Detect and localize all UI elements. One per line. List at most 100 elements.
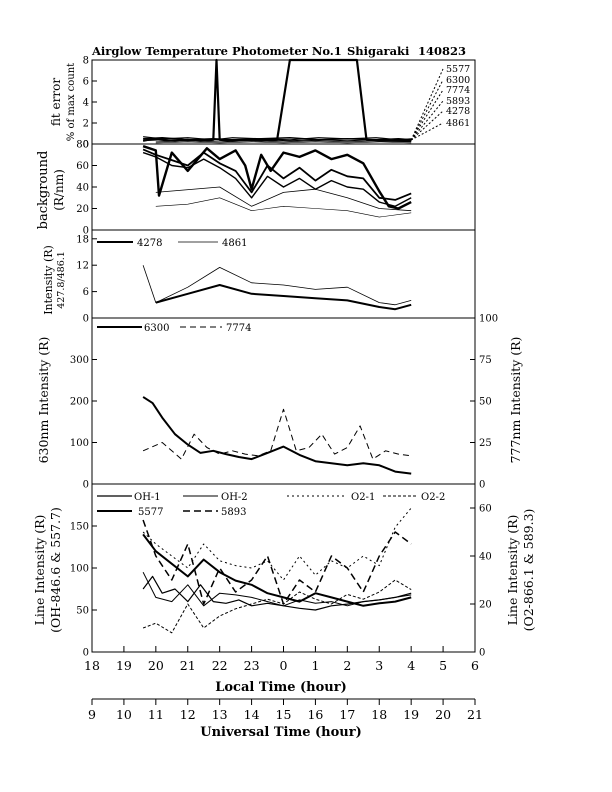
ytick-label: 200 — [70, 397, 89, 408]
panel-fit-error: 0 2 4 6 8 fit error % of max count — [49, 56, 476, 151]
fit-legend-label-4861: 4861 — [446, 118, 470, 129]
legend-label-oh1: OH-1 — [134, 492, 161, 503]
fit-legend-label-4278: 4278 — [446, 106, 470, 117]
y2tick-label: 0 — [479, 480, 485, 491]
ytick-label: 50 — [76, 606, 89, 617]
local-time-tick-label: 2 — [343, 658, 351, 673]
ytick-label: 60 — [76, 161, 89, 172]
local-time-axis: 18 19 20 21 22 23 0 1 2 3 4 5 6 — [84, 646, 479, 673]
series-line-6300 — [142, 396, 412, 475]
fit-legend-label-5893: 5893 — [446, 96, 470, 107]
fit-error-ylabel: fit error — [49, 78, 63, 126]
series-line-o2-1 — [142, 507, 412, 581]
ytick-label: 8 — [83, 56, 89, 67]
legend-label-4861: 4861 — [222, 238, 247, 249]
ytick-label: 0 — [83, 648, 89, 659]
series-line-5893 — [142, 519, 412, 605]
y2tick-label: 50 — [479, 397, 492, 408]
universal-time-tick-label: 13 — [212, 707, 228, 722]
series-line-4278 — [155, 284, 412, 311]
ytick-label: 0 — [83, 480, 89, 491]
series-line-5577 — [142, 58, 412, 142]
ytick-label: 0 — [83, 226, 89, 237]
y2tick-label: 0 — [479, 648, 485, 659]
legend-label-5577: 5577 — [138, 507, 163, 518]
series-line-p2-4 — [155, 197, 412, 218]
ytick-label: 6 — [83, 77, 89, 88]
legend-4278-4861: 4278 4861 — [97, 238, 247, 249]
y2tick-label: 100 — [479, 314, 498, 325]
intensity-ylabel2: 427.8/486.1 — [56, 251, 67, 309]
ytick-label: 40 — [76, 183, 89, 194]
series-line-7774 — [143, 136, 412, 141]
local-time-tick-label: 18 — [84, 658, 100, 673]
ytick-label: 2 — [83, 119, 89, 130]
legend-label-4278: 4278 — [137, 238, 162, 249]
ytick-label: 300 — [70, 355, 89, 366]
line-intensity-ylabel2: (OH-846.6 & 557.7) — [48, 507, 63, 633]
local-time-tick-label: 19 — [116, 658, 132, 673]
series-line-4278 — [155, 140, 412, 143]
local-time-tick-label: 21 — [180, 658, 196, 673]
local-time-tick-label: 5 — [439, 658, 447, 673]
ytick-label: 80 — [76, 140, 89, 151]
series-line-p2-2 — [142, 151, 412, 208]
y2tick-label: 60 — [479, 504, 492, 515]
title-site: Shigaraki — [347, 44, 410, 58]
fit-legend-leader — [410, 110, 444, 141]
series-line-5577 — [142, 533, 412, 607]
777nm-ylabel: 777nm Intensity (R) — [508, 337, 523, 464]
local-time-label: Local Time (hour) — [215, 680, 347, 695]
ytick-label: 12 — [76, 261, 89, 272]
y2tick-label: 40 — [479, 552, 492, 563]
fit-legend-leader — [410, 68, 444, 141]
series-line-oh-2 — [142, 571, 412, 607]
background-ylabel2: (R/nm) — [52, 169, 66, 211]
universal-time-tick-label: 9 — [88, 707, 96, 722]
universal-time-label: Universal Time (hour) — [200, 725, 362, 740]
fit-legend-leader — [410, 100, 444, 141]
series-line-7774 — [142, 408, 412, 460]
universal-time-tick-label: 19 — [403, 707, 419, 722]
line-intensity-ylabel: Line Intensity (R) — [32, 515, 47, 626]
ytick-label: 18 — [76, 234, 89, 245]
fit-legend-leader — [410, 89, 444, 141]
legend-label-oh2: OH-2 — [221, 492, 248, 503]
panel-intensity-4278-4861: 0 6 12 18 Intensity (R) 427.8/486.1 4278 48… — [42, 229, 476, 325]
legend-line-intensity: OH-1 OH-2 O2-1 O2-2 5577 5893 — [97, 492, 445, 518]
legend-label-o22: O2-2 — [421, 492, 445, 503]
ytick-label: 0 — [83, 314, 89, 325]
universal-time-tick-label: 11 — [148, 707, 164, 722]
ytick-label: 100 — [70, 564, 89, 575]
universal-time-tick-label: 14 — [244, 707, 260, 722]
series-line-p2-3 — [155, 186, 412, 212]
local-time-tick-label: 6 — [471, 658, 479, 673]
630nm-ylabel: 630nm Intensity (R) — [36, 337, 51, 464]
ytick-label: 150 — [70, 522, 89, 533]
background-ylabel: background — [36, 151, 51, 230]
ytick-label: 100 — [70, 438, 89, 449]
title-date: 140823 — [418, 44, 466, 58]
local-time-tick-label: 4 — [407, 658, 415, 673]
series-line-o2-2 — [142, 579, 412, 634]
universal-time-tick-label: 10 — [116, 707, 132, 722]
series-line-4861 — [155, 141, 412, 144]
legend-6300-7774: 6300 7774 — [97, 323, 251, 334]
ytick-label: 4 — [83, 98, 89, 109]
line-intensity-y2label: Line Intensity (R) — [505, 515, 520, 626]
local-time-tick-label: 0 — [280, 658, 288, 673]
local-time-tick-label: 20 — [148, 658, 164, 673]
ytick-label: 6 — [83, 287, 89, 298]
legend-label-o21: O2-1 — [351, 492, 375, 503]
panel-background: 0 20 40 60 80 background (R/nm) — [36, 140, 476, 237]
legend-label-7774: 7774 — [226, 323, 251, 334]
universal-time-tick-label: 18 — [371, 707, 387, 722]
local-time-tick-label: 23 — [244, 658, 260, 673]
ytick-label: 20 — [76, 204, 89, 215]
fit-legend-label-6300: 6300 — [446, 75, 470, 86]
universal-time-tick-label: 16 — [307, 707, 323, 722]
universal-time-tick-label: 12 — [180, 707, 196, 722]
panel-intensity-6300-7774: 0 100 200 300 0 25 50 75 100 630nm Intensity (R… — [36, 314, 523, 491]
